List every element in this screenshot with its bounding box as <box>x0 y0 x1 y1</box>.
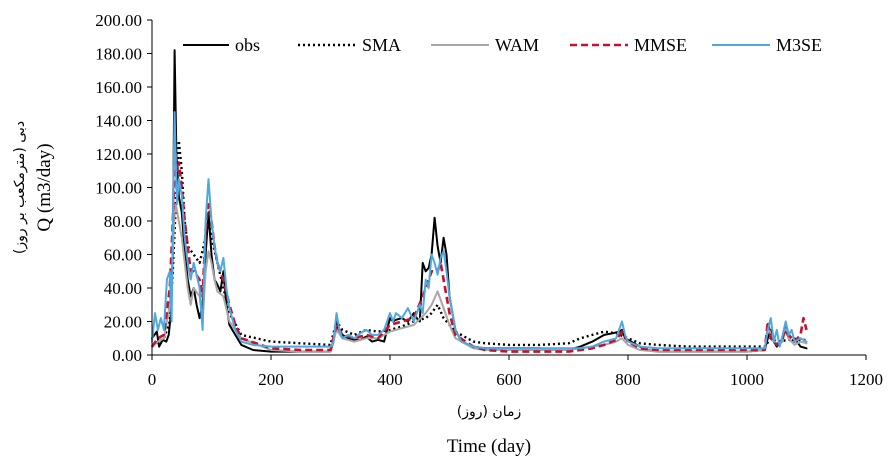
legend-label-wam: WAM <box>495 35 539 55</box>
y-tick-label: 100.00 <box>95 179 142 198</box>
x-tick-label: 0 <box>148 370 157 389</box>
series-line-wam <box>151 203 808 353</box>
y-tick-label: 180.00 <box>95 45 142 64</box>
x-ticks: 0 200 400 600 800 1000 1200 <box>148 355 883 389</box>
y-tick-label: 120.00 <box>95 145 142 164</box>
legend-label-mmse: MMSE <box>634 35 687 55</box>
y-tick-label: 20.00 <box>104 313 142 332</box>
legend-label-m3se: M3SE <box>776 35 822 55</box>
legend-label-obs: obs <box>235 35 260 55</box>
y-tick-label: 40.00 <box>104 279 142 298</box>
y-tick-label: 140.00 <box>95 112 142 131</box>
x-axis-title-persian: زمان (روز) <box>457 404 521 420</box>
y-tick-label: 200.00 <box>95 11 142 30</box>
series-line-m3se <box>151 111 808 350</box>
y-ticks: 0.00 20.00 40.00 60.00 80.00 100.00 120.00 140.… <box>95 11 152 365</box>
y-tick-label: 160.00 <box>95 78 142 97</box>
y-tick-label: 60.00 <box>104 246 142 265</box>
series-line-mmse <box>150 152 808 353</box>
x-tick-label: 600 <box>496 370 522 389</box>
series-line-obs <box>151 49 808 353</box>
y-axis-title: Q (m3/day) <box>34 143 55 231</box>
y-tick-label: 0.00 <box>112 346 142 365</box>
y-tick-label: 80.00 <box>104 212 142 231</box>
plot-area <box>150 49 808 353</box>
legend-label-sma: SMA <box>362 35 401 55</box>
x-tick-label: 1000 <box>730 370 764 389</box>
x-tick-label: 200 <box>258 370 284 389</box>
axes: 0.00 20.00 40.00 60.00 80.00 100.00 120.00 140.… <box>95 11 883 389</box>
series-line-sma <box>151 139 807 348</box>
y-axis-title-persian: دبی (مترمکعب بر روز) <box>12 121 28 254</box>
x-tick-label: 1200 <box>849 370 883 389</box>
x-axis-title: Time (day) <box>447 436 531 457</box>
x-tick-label: 400 <box>377 370 403 389</box>
legend: obs SMA WAM MMSE M3SE <box>183 35 822 55</box>
x-tick-label: 800 <box>615 370 641 389</box>
